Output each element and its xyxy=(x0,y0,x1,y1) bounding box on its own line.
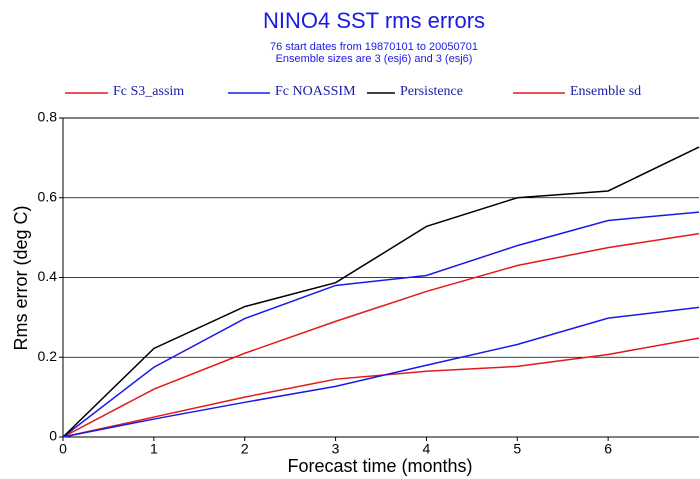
legend-label: Fc NOASSIM xyxy=(275,84,356,99)
x-axis-label: Forecast time (months) xyxy=(287,456,472,476)
chart-title: NINO4 SST rms errors xyxy=(263,8,485,33)
y-tick-label: 0.8 xyxy=(38,109,58,125)
series-line xyxy=(62,211,700,438)
series-line xyxy=(62,146,700,438)
y-tick-label: 0.6 xyxy=(38,188,58,204)
y-tick-label: 0.2 xyxy=(38,348,58,364)
legend-label: Persistence xyxy=(400,84,463,99)
x-tick-label: 0 xyxy=(59,441,67,457)
y-axis-label: Rms error (deg C) xyxy=(11,205,31,350)
x-tick-label: 1 xyxy=(150,441,158,457)
series-line xyxy=(62,306,700,438)
x-tick-label: 6 xyxy=(604,441,612,457)
subtitle: Ensemble sizes are 3 (esj6) and 3 (esj6) xyxy=(276,53,473,65)
x-tick-label: 5 xyxy=(513,441,521,457)
subtitle: 76 start dates from 19870101 to 20050701 xyxy=(270,41,478,53)
legend-label: Ensemble sd xyxy=(570,84,641,99)
x-tick-label: 4 xyxy=(423,441,431,457)
series-line xyxy=(62,232,700,438)
y-tick-label: 0 xyxy=(49,428,57,444)
x-tick-label: 2 xyxy=(241,441,249,457)
legend-label: Fc S3_assim xyxy=(113,84,184,99)
x-tick-label: 3 xyxy=(332,441,340,457)
y-tick-label: 0.4 xyxy=(38,268,58,284)
